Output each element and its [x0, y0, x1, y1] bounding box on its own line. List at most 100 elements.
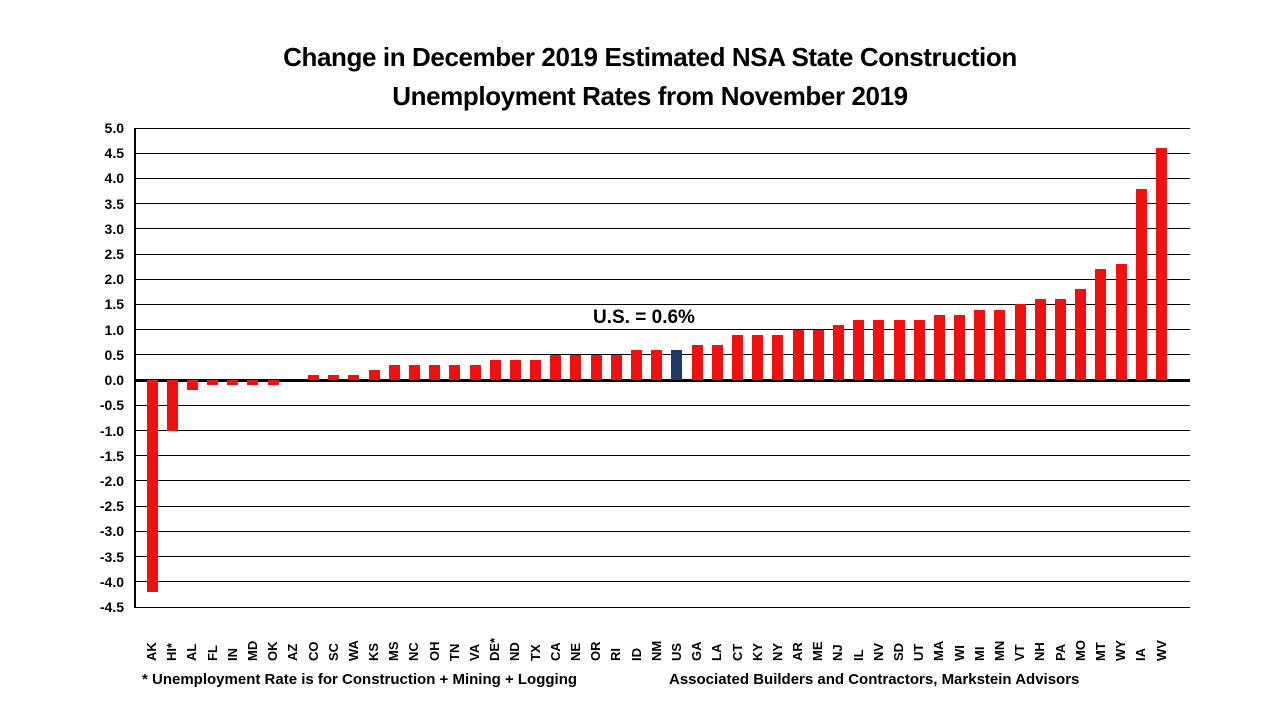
x-tick-label-in: IN [224, 648, 240, 661]
bar-or [590, 354, 602, 381]
bar-il [853, 319, 865, 381]
bar-ms [388, 364, 400, 381]
bar-sd [893, 319, 905, 381]
x-tick-label-vt: VT [1012, 644, 1028, 661]
chart-title-line2: Unemployment Rates from November 2019 [392, 81, 908, 111]
x-tick-label-nv: NV [870, 642, 886, 661]
chart-title: Change in December 2019 Estimated NSA St… [60, 38, 1240, 116]
y-tick-label-3.0: 3.0 [104, 220, 124, 237]
bar-ga [691, 344, 703, 381]
x-tick-label-co: CO [305, 641, 321, 662]
bar-ma [933, 314, 945, 381]
x-tick-label-ca: CA [547, 642, 563, 661]
y-tick-label-4.0: 4.0 [104, 170, 124, 187]
y-tick-label-0.0: 0.0 [104, 372, 124, 389]
x-tick-label-va: VA [467, 643, 483, 661]
bar-ia [1135, 188, 1147, 381]
x-tick-label-sd: SD [891, 642, 907, 661]
x-tick-label-nd: ND [507, 642, 523, 661]
bar-mo [1075, 289, 1087, 381]
bar-nm [651, 349, 663, 381]
x-tick-label-ms: MS [386, 641, 402, 662]
y-tick-label--4.5: -4.5 [99, 599, 124, 615]
gridline--1.5 [134, 455, 1190, 457]
y-tick-label--1.5: -1.5 [99, 447, 124, 464]
x-tick-label-ky: KY [749, 642, 765, 661]
y-tick-label-2.5: 2.5 [104, 246, 124, 263]
x-tick-label-me: ME [810, 641, 826, 662]
x-tick-label-az: AZ [285, 643, 301, 661]
bar-mn [994, 309, 1006, 381]
y-tick-label-1.0: 1.0 [104, 321, 124, 338]
x-tick-label-hi: HI* [164, 642, 180, 661]
x-tick-label-pa: PA [1052, 643, 1068, 661]
gridline--4.0 [134, 581, 1190, 583]
y-tick-label--3.0: -3.0 [99, 523, 124, 540]
x-tick-label-oh: OH [426, 641, 442, 662]
x-tick-label-il: IL [850, 649, 866, 661]
bar-in [227, 380, 239, 386]
bar-ky [752, 334, 764, 381]
x-tick-label-mo: MO [1072, 640, 1088, 661]
x-tick-label-al: AL [184, 643, 200, 661]
y-tick-label--2.5: -2.5 [99, 498, 124, 515]
bar-nh [1034, 299, 1046, 381]
x-tick-label-mi: MI [971, 646, 987, 661]
x-tick-label-nj: NJ [830, 644, 846, 661]
x-tick-label-wy: WY [1113, 640, 1129, 661]
bar-ct [732, 334, 743, 381]
bar-la [711, 344, 723, 381]
x-tick-label-ga: GA [689, 641, 705, 662]
x-tick-label-id: ID [628, 648, 644, 661]
y-tick-label--2.0: -2.0 [99, 472, 124, 489]
x-tick-label-tn: TN [446, 643, 462, 661]
bar-nc [408, 364, 420, 381]
x-tick-label-la: LA [709, 643, 725, 661]
gridline-2.0 [134, 278, 1190, 280]
bar-pa [1055, 299, 1067, 381]
gridline--0.5 [134, 404, 1190, 406]
x-tick-label-nh: NH [1032, 642, 1048, 661]
bar-me [812, 329, 824, 381]
y-tick-label-3.5: 3.5 [104, 195, 124, 212]
bar-ks [368, 370, 380, 381]
x-tick-label-ct: CT [729, 643, 745, 661]
gridline-5.0 [134, 127, 1190, 129]
x-tick-label-ar: AR [790, 642, 806, 661]
bar-nd [509, 359, 521, 381]
bar-mi [974, 309, 986, 381]
gridline-1.0 [134, 329, 1190, 331]
gridline-1.5 [134, 303, 1190, 305]
bar-hi [166, 380, 178, 431]
footnote-asterisk: * Unemployment Rate is for Construction … [142, 671, 578, 688]
x-tick-label-wv: WV [1153, 640, 1169, 661]
plot-area: 5.0 4.5 4.0 3.5 3.0 2.5 2.0 1.5 1.0 0.5 0.0 -0.5 -1.… [100, 121, 1190, 661]
y-tick-label--0.5: -0.5 [99, 397, 124, 414]
bar-vt [1014, 304, 1026, 381]
bar-wi [954, 314, 966, 381]
bar-nj [832, 324, 844, 381]
bar-tx [530, 359, 542, 381]
bar-ok [267, 380, 279, 386]
footnote-source: Associated Builders and Contractors, Mar… [669, 671, 1080, 688]
x-tick-label-ne: NE [567, 642, 583, 661]
x-tick-label-de: DE* [487, 637, 503, 661]
bar-tn [449, 364, 461, 381]
y-tick-label--1.0: -1.0 [99, 422, 124, 439]
bar-us [671, 349, 683, 381]
x-tick-label-nm: NM [648, 640, 664, 661]
x-tick-label-ak: AK [144, 642, 159, 661]
bar-ne [570, 354, 582, 381]
gridline-4.0 [134, 177, 1190, 179]
x-tick-label-ma: MA [931, 640, 947, 661]
y-tick-label-1.5: 1.5 [104, 296, 124, 313]
bar-al [186, 380, 198, 391]
x-tick-label-ia: IA [1133, 648, 1149, 661]
gridline--3.0 [134, 530, 1190, 532]
x-tick-label-mt: MT [1092, 642, 1108, 661]
bar-de [489, 359, 501, 381]
x-tick-label-md: MD [244, 640, 260, 661]
y-axis-line [134, 128, 136, 607]
bar-ny [772, 334, 784, 381]
gridline--3.5 [134, 556, 1190, 558]
